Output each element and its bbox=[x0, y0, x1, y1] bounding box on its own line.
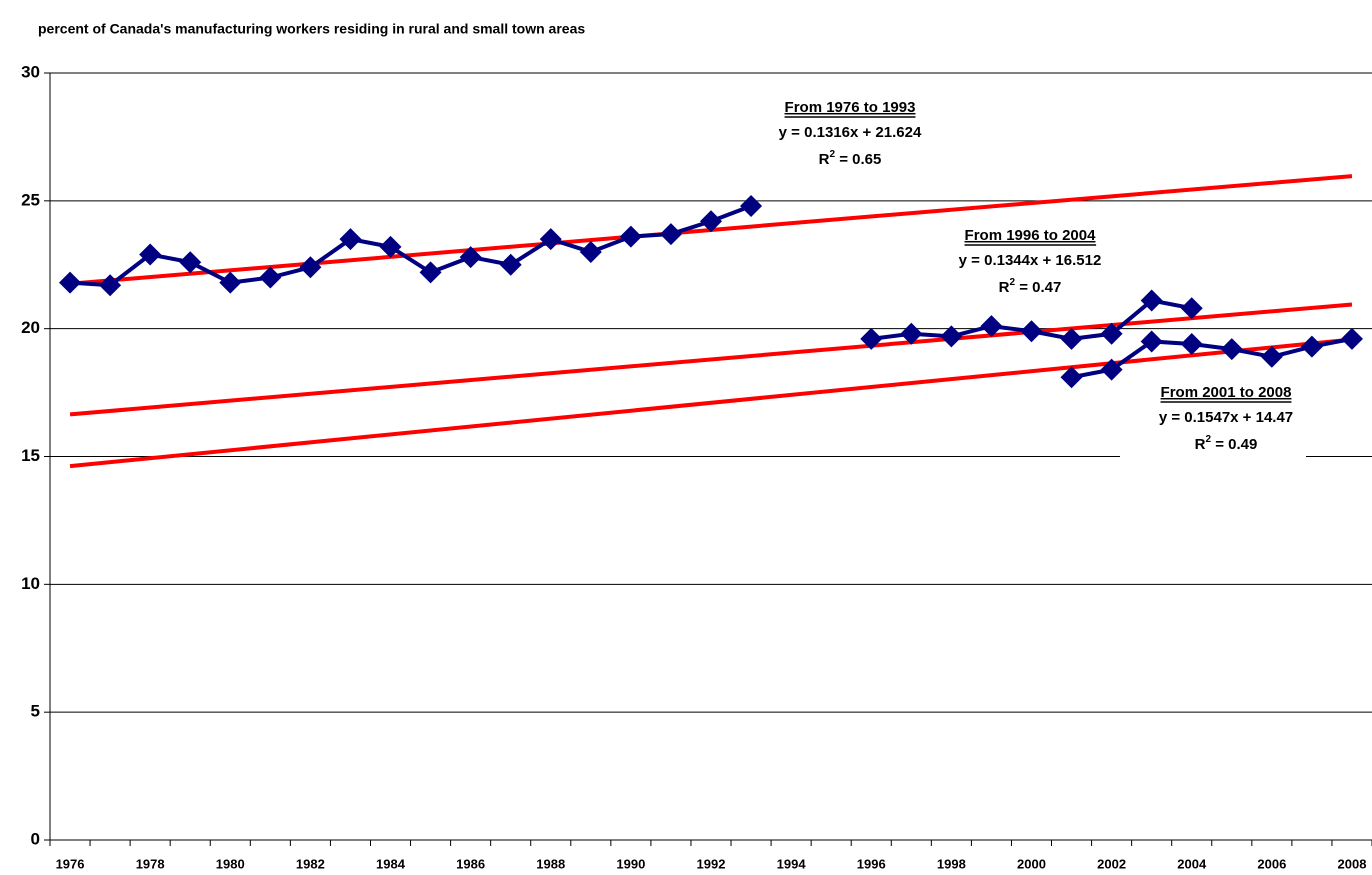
marker bbox=[1100, 358, 1123, 381]
r2-symbol: R bbox=[819, 151, 830, 168]
marker bbox=[1180, 297, 1203, 320]
r2-symbol: R bbox=[999, 279, 1010, 296]
trendline-label: From 1976 to 1993 bbox=[785, 99, 916, 116]
r2-symbol: R bbox=[1195, 436, 1206, 453]
x-tick-label: 1990 bbox=[616, 856, 645, 871]
x-tick-label: 2004 bbox=[1177, 856, 1207, 871]
r2-superscript: 2 bbox=[829, 149, 835, 160]
y-tick-label: 0 bbox=[31, 829, 40, 848]
trendline-equation: y = 0.1344x + 16.512 bbox=[959, 252, 1102, 269]
marker bbox=[1140, 289, 1163, 312]
trendline-r2: R2 = 0.65 bbox=[819, 149, 882, 168]
x-tick-label: 2000 bbox=[1017, 856, 1046, 871]
marker bbox=[1100, 322, 1123, 345]
marker bbox=[1140, 330, 1163, 353]
y-tick-label: 5 bbox=[31, 702, 40, 721]
marker bbox=[1060, 366, 1083, 389]
marker bbox=[339, 228, 362, 251]
trendline-r2: R2 = 0.49 bbox=[1195, 434, 1258, 453]
marker bbox=[700, 210, 722, 233]
marker bbox=[1340, 327, 1363, 350]
x-tick-label: 2008 bbox=[1338, 856, 1367, 871]
chart-title: percent of Canada's manufacturing worker… bbox=[38, 21, 585, 37]
y-tick-label: 15 bbox=[21, 446, 40, 465]
trendline bbox=[69, 302, 1353, 417]
x-tick-label: 2006 bbox=[1257, 856, 1286, 871]
marker bbox=[740, 194, 763, 217]
r2-value: = 0.47 bbox=[1015, 279, 1061, 296]
marker bbox=[579, 240, 602, 263]
r2-superscript: 2 bbox=[1009, 277, 1015, 288]
marker bbox=[940, 325, 963, 348]
marker bbox=[419, 261, 442, 284]
marker bbox=[139, 243, 162, 266]
y-tick-label: 20 bbox=[21, 318, 40, 337]
x-tick-label: 1982 bbox=[296, 856, 325, 871]
x-tick-label: 1980 bbox=[216, 856, 245, 871]
marker bbox=[499, 253, 522, 276]
marker bbox=[860, 327, 883, 350]
y-tick-label: 10 bbox=[21, 574, 40, 593]
trendline-equation: y = 0.1547x + 14.47 bbox=[1159, 409, 1293, 426]
marker bbox=[259, 266, 282, 289]
marker bbox=[99, 274, 122, 297]
marker bbox=[1260, 345, 1283, 368]
r2-value: = 0.49 bbox=[1211, 436, 1257, 453]
x-tick-label: 1976 bbox=[56, 856, 85, 871]
x-tick-label: 1992 bbox=[697, 856, 726, 871]
trendline-label: From 1996 to 2004 bbox=[965, 227, 1097, 244]
marker bbox=[900, 322, 923, 345]
marker bbox=[379, 235, 402, 258]
r2-value: = 0.65 bbox=[835, 151, 881, 168]
x-tick-label: 1978 bbox=[136, 856, 165, 871]
x-tick-label: 1996 bbox=[857, 856, 886, 871]
marker bbox=[1220, 338, 1243, 361]
marker bbox=[980, 315, 1003, 338]
x-tick-label: 1984 bbox=[376, 856, 406, 871]
marker bbox=[59, 271, 82, 294]
trendline bbox=[69, 337, 1353, 469]
marker bbox=[659, 223, 682, 246]
r2-superscript: 2 bbox=[1205, 434, 1211, 445]
marker bbox=[459, 246, 482, 269]
marker bbox=[1300, 335, 1323, 358]
x-tick-label: 2002 bbox=[1097, 856, 1126, 871]
y-tick-label: 30 bbox=[21, 62, 40, 81]
marker bbox=[1060, 327, 1083, 350]
x-tick-label: 1994 bbox=[777, 856, 807, 871]
y-tick-label: 25 bbox=[21, 190, 40, 209]
x-tick-label: 1998 bbox=[937, 856, 966, 871]
marker bbox=[619, 225, 642, 248]
marker bbox=[539, 228, 562, 251]
marker bbox=[1020, 320, 1043, 343]
x-tick-label: 1986 bbox=[456, 856, 485, 871]
marker bbox=[299, 256, 322, 279]
trendline-equation: y = 0.1316x + 21.624 bbox=[779, 124, 922, 141]
marker bbox=[1180, 333, 1203, 356]
label-background bbox=[1120, 379, 1306, 457]
marker bbox=[179, 251, 202, 274]
marker bbox=[219, 271, 242, 294]
x-tick-label: 1988 bbox=[536, 856, 565, 871]
trendline-r2: R2 = 0.47 bbox=[999, 277, 1062, 296]
trendline-label: From 2001 to 2008 bbox=[1161, 384, 1292, 401]
